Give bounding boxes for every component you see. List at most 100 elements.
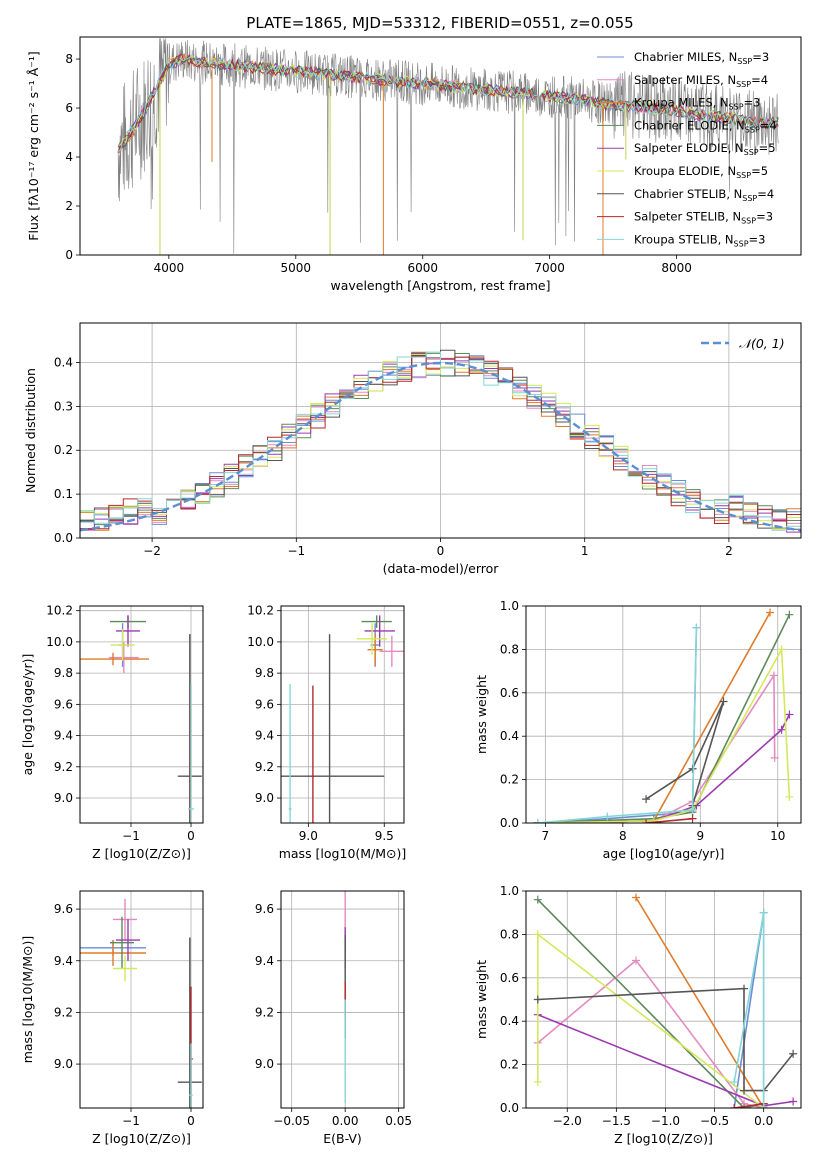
mass-weight-marker <box>785 610 794 619</box>
data-point <box>108 641 139 674</box>
y-tick-label: 0.8 <box>500 642 519 656</box>
mass-weight-marker <box>730 1104 739 1108</box>
x-tick-label: 1 <box>581 544 589 558</box>
mass-weight-marker <box>770 753 779 762</box>
mass-weight-marker <box>740 984 749 993</box>
axes-frame <box>280 605 405 824</box>
y-tick-label: 0.0 <box>500 1101 519 1115</box>
legend-label: Kroupa STELIB, NSSP=3 <box>634 232 765 248</box>
mass-weight-marker <box>692 623 701 632</box>
y-axis-label: age [log10(age/yr)] <box>20 654 35 776</box>
mass-weight-marker <box>777 645 786 654</box>
mass-weight-marker <box>642 795 651 804</box>
mass-weight-marker <box>785 792 794 801</box>
y-tick-label: 10.2 <box>247 604 274 618</box>
mass-weight-marker <box>533 895 542 904</box>
y-tick-label: 8 <box>65 52 73 66</box>
data-point <box>110 916 134 969</box>
data-point <box>379 635 404 667</box>
y-tick-label: 0.4 <box>54 355 73 369</box>
y-tick-label: 2 <box>65 199 73 213</box>
x-tick-label: 0 <box>437 544 445 558</box>
y-tick-label: 9.2 <box>255 760 274 774</box>
mass-weight-marker <box>769 671 778 680</box>
data-point <box>364 615 395 647</box>
mass-weight-marker <box>740 1086 749 1095</box>
normal-reference-curve <box>80 361 801 532</box>
plot-area <box>80 615 202 823</box>
mass-weight-line <box>734 1102 764 1108</box>
spectrum-legend: Chabrier MILES, NSSP=3 Salpeter MILES, NS… <box>597 50 777 248</box>
x-tick-label: 6000 <box>407 261 438 275</box>
mass-weight-marker <box>789 1097 798 1106</box>
data-point <box>288 684 292 823</box>
x-tick-label: 10 <box>770 829 785 843</box>
y-tick-label: 0.4 <box>500 1014 519 1028</box>
y-tick-label: 9.0 <box>255 1057 274 1071</box>
y-tick-label: 9.2 <box>54 1005 73 1019</box>
data-point <box>110 629 135 661</box>
data-point <box>113 898 137 941</box>
y-tick-label: 9.6 <box>54 697 73 711</box>
y-tick-label: 9.4 <box>54 729 73 743</box>
x-tick-label: −1 <box>287 544 305 558</box>
y-tick-label: 9.6 <box>255 697 274 711</box>
y-tick-label: 9.4 <box>54 954 73 968</box>
y-tick-label: 9.6 <box>54 902 73 916</box>
y-tick-label: 6 <box>65 101 73 115</box>
mass-weight-marker <box>533 1077 542 1086</box>
x-axis-label: age [log10(age/yr)] <box>603 846 725 861</box>
age-vs-mass-panel: 9.0 9.5 9.0 9.2 9.4 9.6 9.8 10.0 10.2 mass [log10… <box>247 604 407 861</box>
legend-label: Kroupa MILES, NSSP=3 <box>634 96 760 112</box>
observed-spectrum-line <box>117 38 779 254</box>
axes-frame <box>79 890 204 1109</box>
x-tick-label: 7 <box>542 829 550 843</box>
axes-frame <box>525 605 802 824</box>
mass-weight-marker <box>642 819 651 823</box>
y-axis-label: Flux [fλ10⁻¹⁷ erg cm⁻² s⁻¹ Å⁻¹] <box>26 51 41 240</box>
mass-weight-line <box>537 627 698 823</box>
x-tick-label: −2 <box>143 544 161 558</box>
spectrum-panel: 4000 5000 6000 7000 8000 0 2 4 6 8 wavelength [Ang… <box>26 36 802 293</box>
x-axis-label: mass [log10(M/M⊙)] <box>279 846 407 861</box>
y-tick-label: 0.3 <box>54 399 73 413</box>
age-vs-metallicity-panel: −1 0 9.0 9.2 9.4 9.6 9.8 10.0 10.2 Z [log10(Z/Z⊙)… <box>20 604 204 861</box>
x-tick-label: 5000 <box>281 261 312 275</box>
x-axis-label: Z [log10(Z/Z⊙)] <box>92 846 191 861</box>
data-point <box>80 940 146 966</box>
plot-area <box>117 38 779 255</box>
x-tick-label: 4000 <box>154 261 185 275</box>
axes-frame <box>280 890 405 1109</box>
data-point <box>356 623 388 655</box>
x-axis-label: wavelength [Angstrom, rest frame] <box>330 278 550 293</box>
y-tick-label: 9.0 <box>255 791 274 805</box>
plot-area <box>80 898 202 1108</box>
x-tick-label: −1 <box>122 829 140 843</box>
mass-weight-marker <box>759 908 768 917</box>
legend-label: Salpeter ELODIE, NSSP=5 <box>634 141 776 157</box>
mass-vs-extinction-panel: −0.05 0.00 0.05 9.0 9.2 9.4 9.6 E(B-V) <box>255 890 412 1146</box>
y-tick-label: 0.2 <box>500 773 519 787</box>
y-tick-label: 0 <box>65 248 73 262</box>
data-point <box>116 919 140 961</box>
mass-weight-marker <box>730 1077 739 1086</box>
data-point <box>189 1043 193 1108</box>
data-point <box>116 615 140 647</box>
y-tick-label: 10.2 <box>46 604 73 618</box>
mass-vs-metallicity-panel: −1 0 9.0 9.2 9.4 9.6 Z [log10(Z/Z⊙)] mass [log1… <box>20 890 204 1146</box>
legend-label: Salpeter MILES, NSSP=4 <box>634 73 768 89</box>
data-point <box>80 652 149 666</box>
y-tick-label: 0.1 <box>54 487 73 501</box>
y-tick-label: 0.2 <box>54 443 73 457</box>
x-tick-label: 2 <box>725 544 733 558</box>
axes-frame <box>525 890 802 1109</box>
x-tick-label: 8000 <box>661 261 692 275</box>
axes-frame <box>79 36 802 256</box>
y-tick-label: 9.0 <box>54 791 73 805</box>
data-point <box>177 937 202 1108</box>
x-axis-label: Z [log10(Z/Z⊙)] <box>614 1131 713 1146</box>
data-point <box>361 615 392 628</box>
y-tick-label: 0.6 <box>500 971 519 985</box>
mass-weight-vs-metallicity-panel: −2.0 −1.5 −1.0 −0.5 0.0 0.0 0.2 0.4 0.6 0.8 1.0 Z [… <box>474 884 802 1146</box>
y-tick-label: 10.0 <box>46 635 73 649</box>
